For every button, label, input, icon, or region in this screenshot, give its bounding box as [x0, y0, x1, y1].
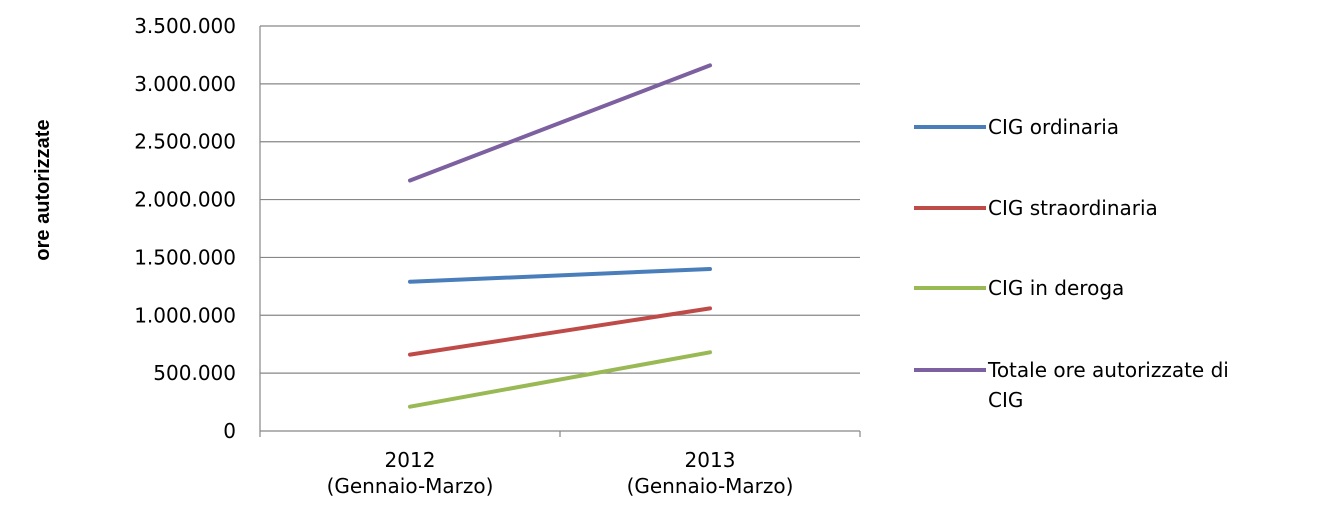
series-lines — [408, 63, 712, 409]
x-axis: 2012 (Gennaio-Marzo)2013 (Gennaio-Marzo) — [259, 26, 861, 498]
series-line-0 — [408, 267, 712, 284]
legend-label-line: CIG in deroga — [988, 276, 1124, 300]
legend-label: CIG ordinaria — [988, 115, 1119, 139]
y-tick-label: 2.500.000 — [134, 130, 236, 154]
y-tick-label: 1.500.000 — [134, 245, 236, 269]
series-line-1 — [408, 306, 712, 357]
y-tick-label: 0 — [223, 419, 236, 443]
x-tick-label-line: (Gennaio-Marzo) — [627, 474, 794, 498]
series-line-3 — [408, 63, 712, 183]
y-axis-label: ore autorizzate — [32, 119, 54, 260]
x-tick-label-line: 2012 — [385, 448, 436, 472]
legend-label: CIG straordinaria — [988, 196, 1158, 220]
x-tick-label: 2013 (Gennaio-Marzo) — [627, 448, 794, 498]
legend-label: CIG in deroga — [988, 276, 1124, 300]
x-tick-label-line: 2013 — [685, 448, 736, 472]
y-tick-label: 3.500.000 — [134, 14, 236, 38]
legend-label-line: CIG ordinaria — [988, 115, 1119, 139]
x-tick-label: 2012 (Gennaio-Marzo) — [327, 448, 494, 498]
y-tick-label: 500.000 — [153, 361, 236, 385]
y-tick-label: 1.000.000 — [134, 303, 236, 327]
x-tick-label-line: (Gennaio-Marzo) — [327, 474, 494, 498]
gridlines — [260, 25, 860, 374]
y-tick-label: 2.000.000 — [134, 188, 236, 212]
legend-label-line: CIG straordinaria — [988, 196, 1158, 220]
series-line-2 — [408, 350, 712, 409]
legend-label-line: Totale ore autorizzate di — [987, 358, 1229, 382]
legend-label-line: CIG — [988, 388, 1023, 412]
legend: CIG ordinaria CIG straordinaria CIG in der… — [914, 115, 1229, 412]
legend-label: Totale ore autorizzate di CIG — [987, 358, 1229, 412]
y-axis-tick-labels: 0 500.000 1.000.000 1.500.000 2.000.000 2.500… — [134, 14, 236, 443]
y-tick-label: 3.000.000 — [134, 72, 236, 96]
